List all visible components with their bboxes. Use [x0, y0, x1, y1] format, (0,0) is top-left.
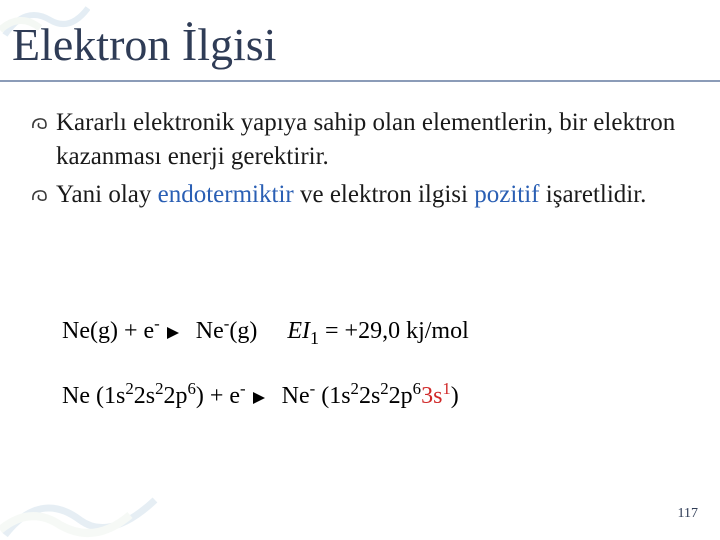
- superscript: -: [154, 314, 160, 333]
- text-fragment: işaretlidir.: [540, 181, 647, 208]
- cfg-extra: 3s1: [421, 383, 451, 409]
- subscript: 1: [310, 328, 319, 348]
- eq2-lhs: Ne (1s22s22p6) + e-: [62, 383, 246, 410]
- equation-row-2: Ne (1s22s22p6) + e- Ne- (1s22s22p63s1): [62, 383, 680, 410]
- bullet-item: Yani olay endotermiktir ve elektron ilgi…: [30, 178, 690, 212]
- body-content: Kararlı elektronik yapıya sahip olan ele…: [30, 106, 690, 215]
- species: Ne: [282, 383, 310, 409]
- bullet-text: Kararlı elektronik yapıya sahip olan ele…: [56, 106, 690, 174]
- phase: (g): [229, 318, 257, 344]
- superscript: -: [240, 379, 246, 398]
- highlight-text: pozitif: [474, 181, 539, 208]
- ei-value: +29,0 kj/mol: [345, 318, 469, 344]
- ei-label: EI: [287, 318, 310, 344]
- text-fragment: Yani olay: [56, 181, 158, 208]
- eq1-rhs: Ne-(g) EI1 = +29,0 kj/mol: [196, 318, 469, 345]
- cfg-base: Ne (1s: [62, 383, 125, 409]
- highlight-text: endotermiktir: [158, 181, 294, 208]
- cfg-part: 2s: [359, 383, 380, 409]
- equals: =: [319, 318, 345, 344]
- superscript: 6: [413, 379, 421, 398]
- bullet-text: Yani olay endotermiktir ve elektron ilgi…: [56, 178, 646, 212]
- text-fragment: ve elektron ilgisi: [294, 181, 475, 208]
- superscript: 2: [351, 379, 359, 398]
- title-underline: [0, 80, 720, 82]
- cfg-open: (1s: [315, 383, 350, 409]
- cfg-part: 2p: [389, 383, 413, 409]
- plus: +: [124, 318, 144, 344]
- equation-row-1: Ne(g) + e- Ne-(g) EI1 = +29,0 kj/mol: [62, 318, 680, 345]
- cfg-close: ): [451, 383, 459, 409]
- superscript: 6: [187, 379, 195, 398]
- decor-bottom-left: [0, 480, 160, 540]
- swirl-bullet-icon: [30, 186, 50, 209]
- bullet-item: Kararlı elektronik yapıya sahip olan ele…: [30, 106, 690, 174]
- species: Ne(g): [62, 318, 118, 344]
- page-number: 117: [678, 506, 698, 522]
- cfg-part: 2p: [163, 383, 187, 409]
- cfg-part: ) + e: [196, 383, 240, 409]
- eq2-rhs: Ne- (1s22s22p63s1): [282, 383, 459, 410]
- superscript: 2: [125, 379, 133, 398]
- equations-block: Ne(g) + e- Ne-(g) EI1 = +29,0 kj/mol Ne …: [62, 318, 680, 448]
- cfg-part: 2s: [134, 383, 155, 409]
- species: Ne: [196, 318, 224, 344]
- superscript: 2: [380, 379, 388, 398]
- electron: e: [144, 318, 155, 344]
- eq1-lhs: Ne(g) + e-: [62, 318, 160, 345]
- swirl-bullet-icon: [30, 114, 50, 137]
- slide-title: Elektron İlgisi: [12, 18, 276, 71]
